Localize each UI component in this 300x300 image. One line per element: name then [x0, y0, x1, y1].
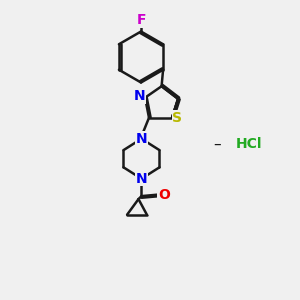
Text: –: – — [214, 136, 221, 152]
Text: N: N — [134, 89, 146, 103]
Text: O: O — [158, 188, 170, 202]
Text: N: N — [136, 132, 147, 146]
Text: S: S — [172, 111, 182, 125]
Text: F: F — [136, 13, 146, 27]
Text: HCl: HCl — [236, 137, 262, 151]
Text: N: N — [136, 172, 147, 186]
